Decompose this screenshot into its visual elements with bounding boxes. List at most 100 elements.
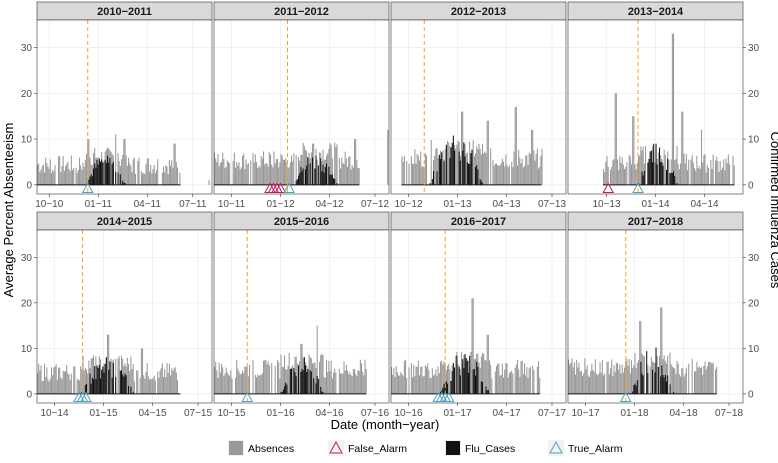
absence-bar (142, 348, 144, 394)
absence-bar (257, 374, 259, 394)
absence-bar (233, 152, 235, 185)
absence-bar (494, 371, 496, 394)
absence-bar (66, 163, 68, 185)
absence-bar (261, 158, 263, 185)
flu-case-bar (302, 370, 304, 394)
absence-bar (471, 298, 473, 394)
absence-bar (284, 355, 286, 394)
flu-case-bar (98, 158, 100, 185)
flu-case-bar (443, 384, 445, 394)
absence-bar (456, 144, 458, 185)
absence-bar (675, 159, 677, 185)
absence-bar (478, 143, 480, 185)
flu-case-bar (463, 368, 465, 394)
absence-bar (146, 158, 148, 185)
flu-case-bar (104, 363, 106, 394)
absence-bar (59, 155, 61, 185)
absence-bar (482, 353, 484, 394)
flu-case-bar (667, 375, 669, 394)
absence-bar (624, 367, 626, 394)
legend-key-swatch (229, 441, 243, 455)
absence-bar (170, 375, 172, 394)
flu-case-bar (295, 180, 297, 185)
flu-case-bar (657, 366, 659, 394)
absence-bar (80, 165, 82, 185)
absence-bar (517, 360, 519, 394)
absence-bar (430, 377, 432, 394)
legend-label: False_Alarm (348, 443, 407, 455)
flu-case-bar (97, 164, 99, 185)
absence-bar (422, 376, 424, 394)
x-tick-label: 04−12 (315, 199, 344, 210)
absence-bar (607, 361, 609, 394)
absence-bar (535, 153, 537, 185)
x-tick-label: 10−12 (394, 199, 423, 210)
absence-bar (590, 371, 592, 394)
absence-bar (354, 139, 356, 185)
absence-bar (691, 155, 693, 185)
absence-bar (167, 372, 169, 394)
absence-bar (118, 356, 120, 394)
absence-bar (158, 377, 160, 394)
absence-bar (660, 307, 662, 394)
absence-bar (54, 165, 56, 185)
absence-bar (627, 365, 629, 394)
flu-case-bar (454, 150, 456, 185)
absence-bar (722, 167, 724, 185)
flu-case-bar (452, 135, 454, 185)
absence-bar (526, 155, 528, 185)
flu-case-bar (334, 178, 336, 185)
absence-bar (625, 166, 627, 185)
absence-bar (242, 370, 244, 394)
absence-bar (42, 381, 44, 394)
absence-bar (352, 167, 354, 185)
absence-bar (224, 373, 226, 394)
flu-case-bar (447, 383, 449, 394)
flu-case-bar (307, 368, 309, 394)
absence-bar (144, 378, 146, 394)
absence-bar (228, 374, 230, 394)
flu-case-bar (310, 371, 312, 394)
absence-bar (37, 373, 39, 394)
absence-bar (137, 370, 139, 394)
absence-bar (408, 367, 410, 394)
absence-bar (676, 360, 678, 394)
flu-case-bar (451, 142, 453, 185)
absence-bar (712, 154, 714, 185)
absence-bar (594, 359, 596, 394)
absence-bar (618, 169, 620, 185)
absence-bar (434, 155, 436, 185)
flu-case-bar (445, 381, 447, 394)
absence-bar (419, 160, 421, 185)
absence-bar (61, 165, 63, 185)
absence-bar (640, 146, 642, 185)
absence-bar (278, 167, 280, 185)
absence-bar (49, 378, 51, 394)
absence-bar (705, 369, 707, 394)
absence-bar (668, 159, 670, 185)
flu-case-bar (451, 371, 453, 394)
absence-bar (472, 140, 474, 185)
absence-bar (536, 148, 538, 185)
x-tick-label: 04−18 (669, 408, 698, 419)
absence-bar (314, 362, 316, 394)
absence-bar (82, 355, 84, 394)
absence-bar (671, 33, 673, 185)
absence-bar (447, 141, 449, 185)
absence-bar (147, 376, 149, 394)
absence-bar (238, 162, 240, 185)
flu-case-bar (653, 143, 655, 185)
legend-label: Flu_Cases (465, 443, 515, 455)
absence-bar (494, 163, 496, 185)
absence-bar (505, 362, 507, 394)
flu-case-bar (90, 383, 92, 394)
absence-bar (703, 365, 705, 394)
absence-bar (423, 375, 425, 394)
flu-case-bar (477, 366, 479, 394)
x-tick-label: 07−12 (361, 199, 390, 210)
absence-bar (663, 149, 665, 185)
absence-bar (266, 364, 268, 394)
absence-bar (259, 167, 261, 185)
absence-bar (74, 366, 76, 394)
flu-case-bar (294, 372, 296, 394)
